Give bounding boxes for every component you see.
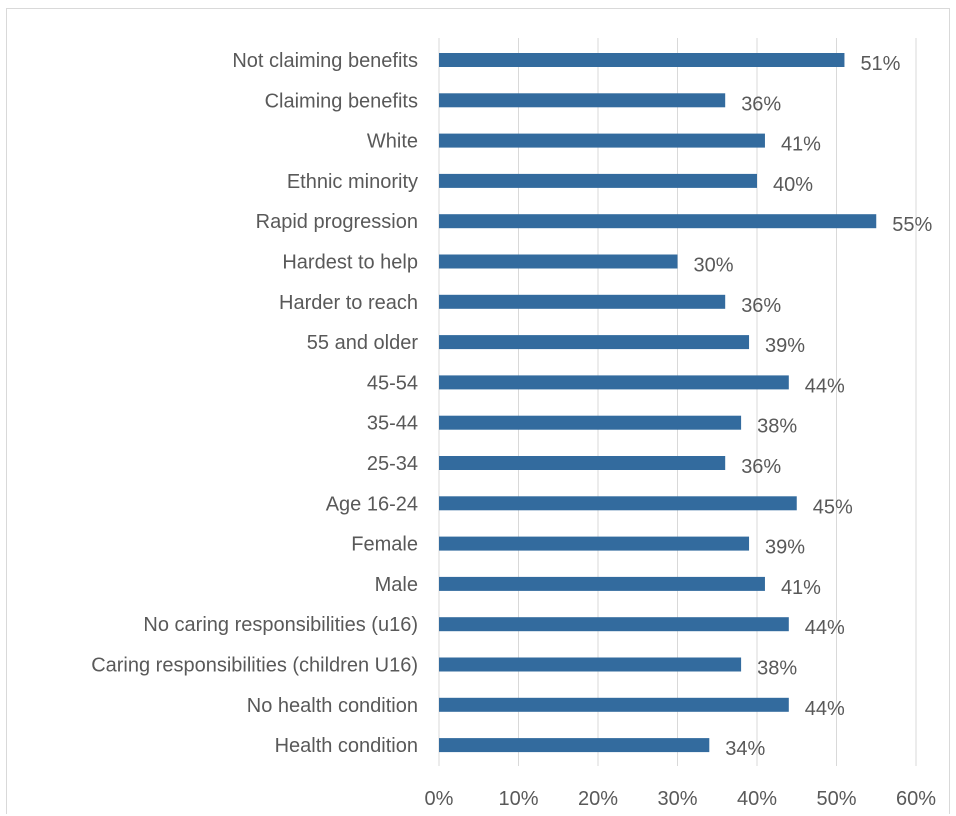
bar [439, 93, 726, 108]
category-label: Caring responsibilities (children U16) [91, 655, 418, 677]
category-label: No caring responsibilities (u16) [143, 614, 418, 636]
data-label: 38% [757, 416, 797, 438]
x-tick-label: 50% [816, 788, 856, 810]
bar [439, 536, 750, 551]
category-label: 25-34 [367, 453, 418, 475]
bar [439, 697, 789, 712]
bar [439, 173, 757, 188]
bar [439, 214, 877, 229]
data-label: 38% [757, 658, 797, 680]
category-label: 35-44 [367, 413, 418, 435]
bar [439, 294, 726, 309]
bar [439, 133, 765, 148]
data-label: 55% [892, 214, 932, 236]
bar [439, 738, 710, 753]
data-label: 36% [741, 295, 781, 317]
bars [439, 53, 877, 753]
category-label: White [367, 131, 418, 153]
bar [439, 496, 797, 511]
category-label: No health condition [247, 695, 418, 717]
data-label: 34% [725, 738, 765, 760]
x-tick-label: 60% [896, 788, 936, 810]
data-label: 36% [741, 456, 781, 478]
category-label: Female [351, 534, 418, 556]
x-tick-label: 10% [498, 788, 538, 810]
bar [439, 415, 742, 430]
bar [439, 456, 726, 470]
category-label: Claiming benefits [265, 90, 418, 112]
bar [439, 657, 742, 672]
data-label: 39% [765, 335, 805, 357]
data-label: 41% [781, 577, 821, 599]
x-tick-label: 40% [737, 788, 777, 810]
data-label: 44% [805, 698, 845, 720]
bar [439, 254, 678, 269]
bar [439, 375, 789, 390]
category-label: 45-54 [367, 372, 418, 394]
data-label: 45% [813, 496, 853, 518]
data-label: 41% [781, 134, 821, 156]
labels: 0% 10% 20% 30% 40% 50% 60% Not claiming benefit… [91, 50, 936, 810]
category-label: Harder to reach [279, 292, 418, 314]
data-label: 44% [805, 617, 845, 639]
bar [439, 576, 765, 591]
x-tick-label: 0% [425, 788, 454, 810]
gridlines [438, 38, 917, 766]
category-label: 55 and older [307, 332, 419, 354]
category-label: Age 16-24 [326, 493, 418, 515]
category-label: Ethnic minority [287, 171, 418, 193]
bar [439, 617, 789, 632]
category-label: Not claiming benefits [232, 50, 418, 72]
data-label: 44% [805, 375, 845, 397]
bar [439, 335, 750, 350]
bar [439, 53, 845, 67]
data-label: 39% [765, 537, 805, 559]
category-label: Hardest to help [282, 252, 418, 274]
data-label: 40% [773, 174, 813, 196]
category-label: Rapid progression [256, 211, 418, 233]
x-tick-label: 20% [578, 788, 618, 810]
data-label: 51% [860, 53, 900, 75]
category-label: Male [375, 574, 418, 596]
data-label: 30% [694, 255, 734, 277]
x-tick-label: 30% [657, 788, 697, 810]
category-label: Health condition [275, 735, 418, 757]
data-label: 36% [741, 93, 781, 115]
